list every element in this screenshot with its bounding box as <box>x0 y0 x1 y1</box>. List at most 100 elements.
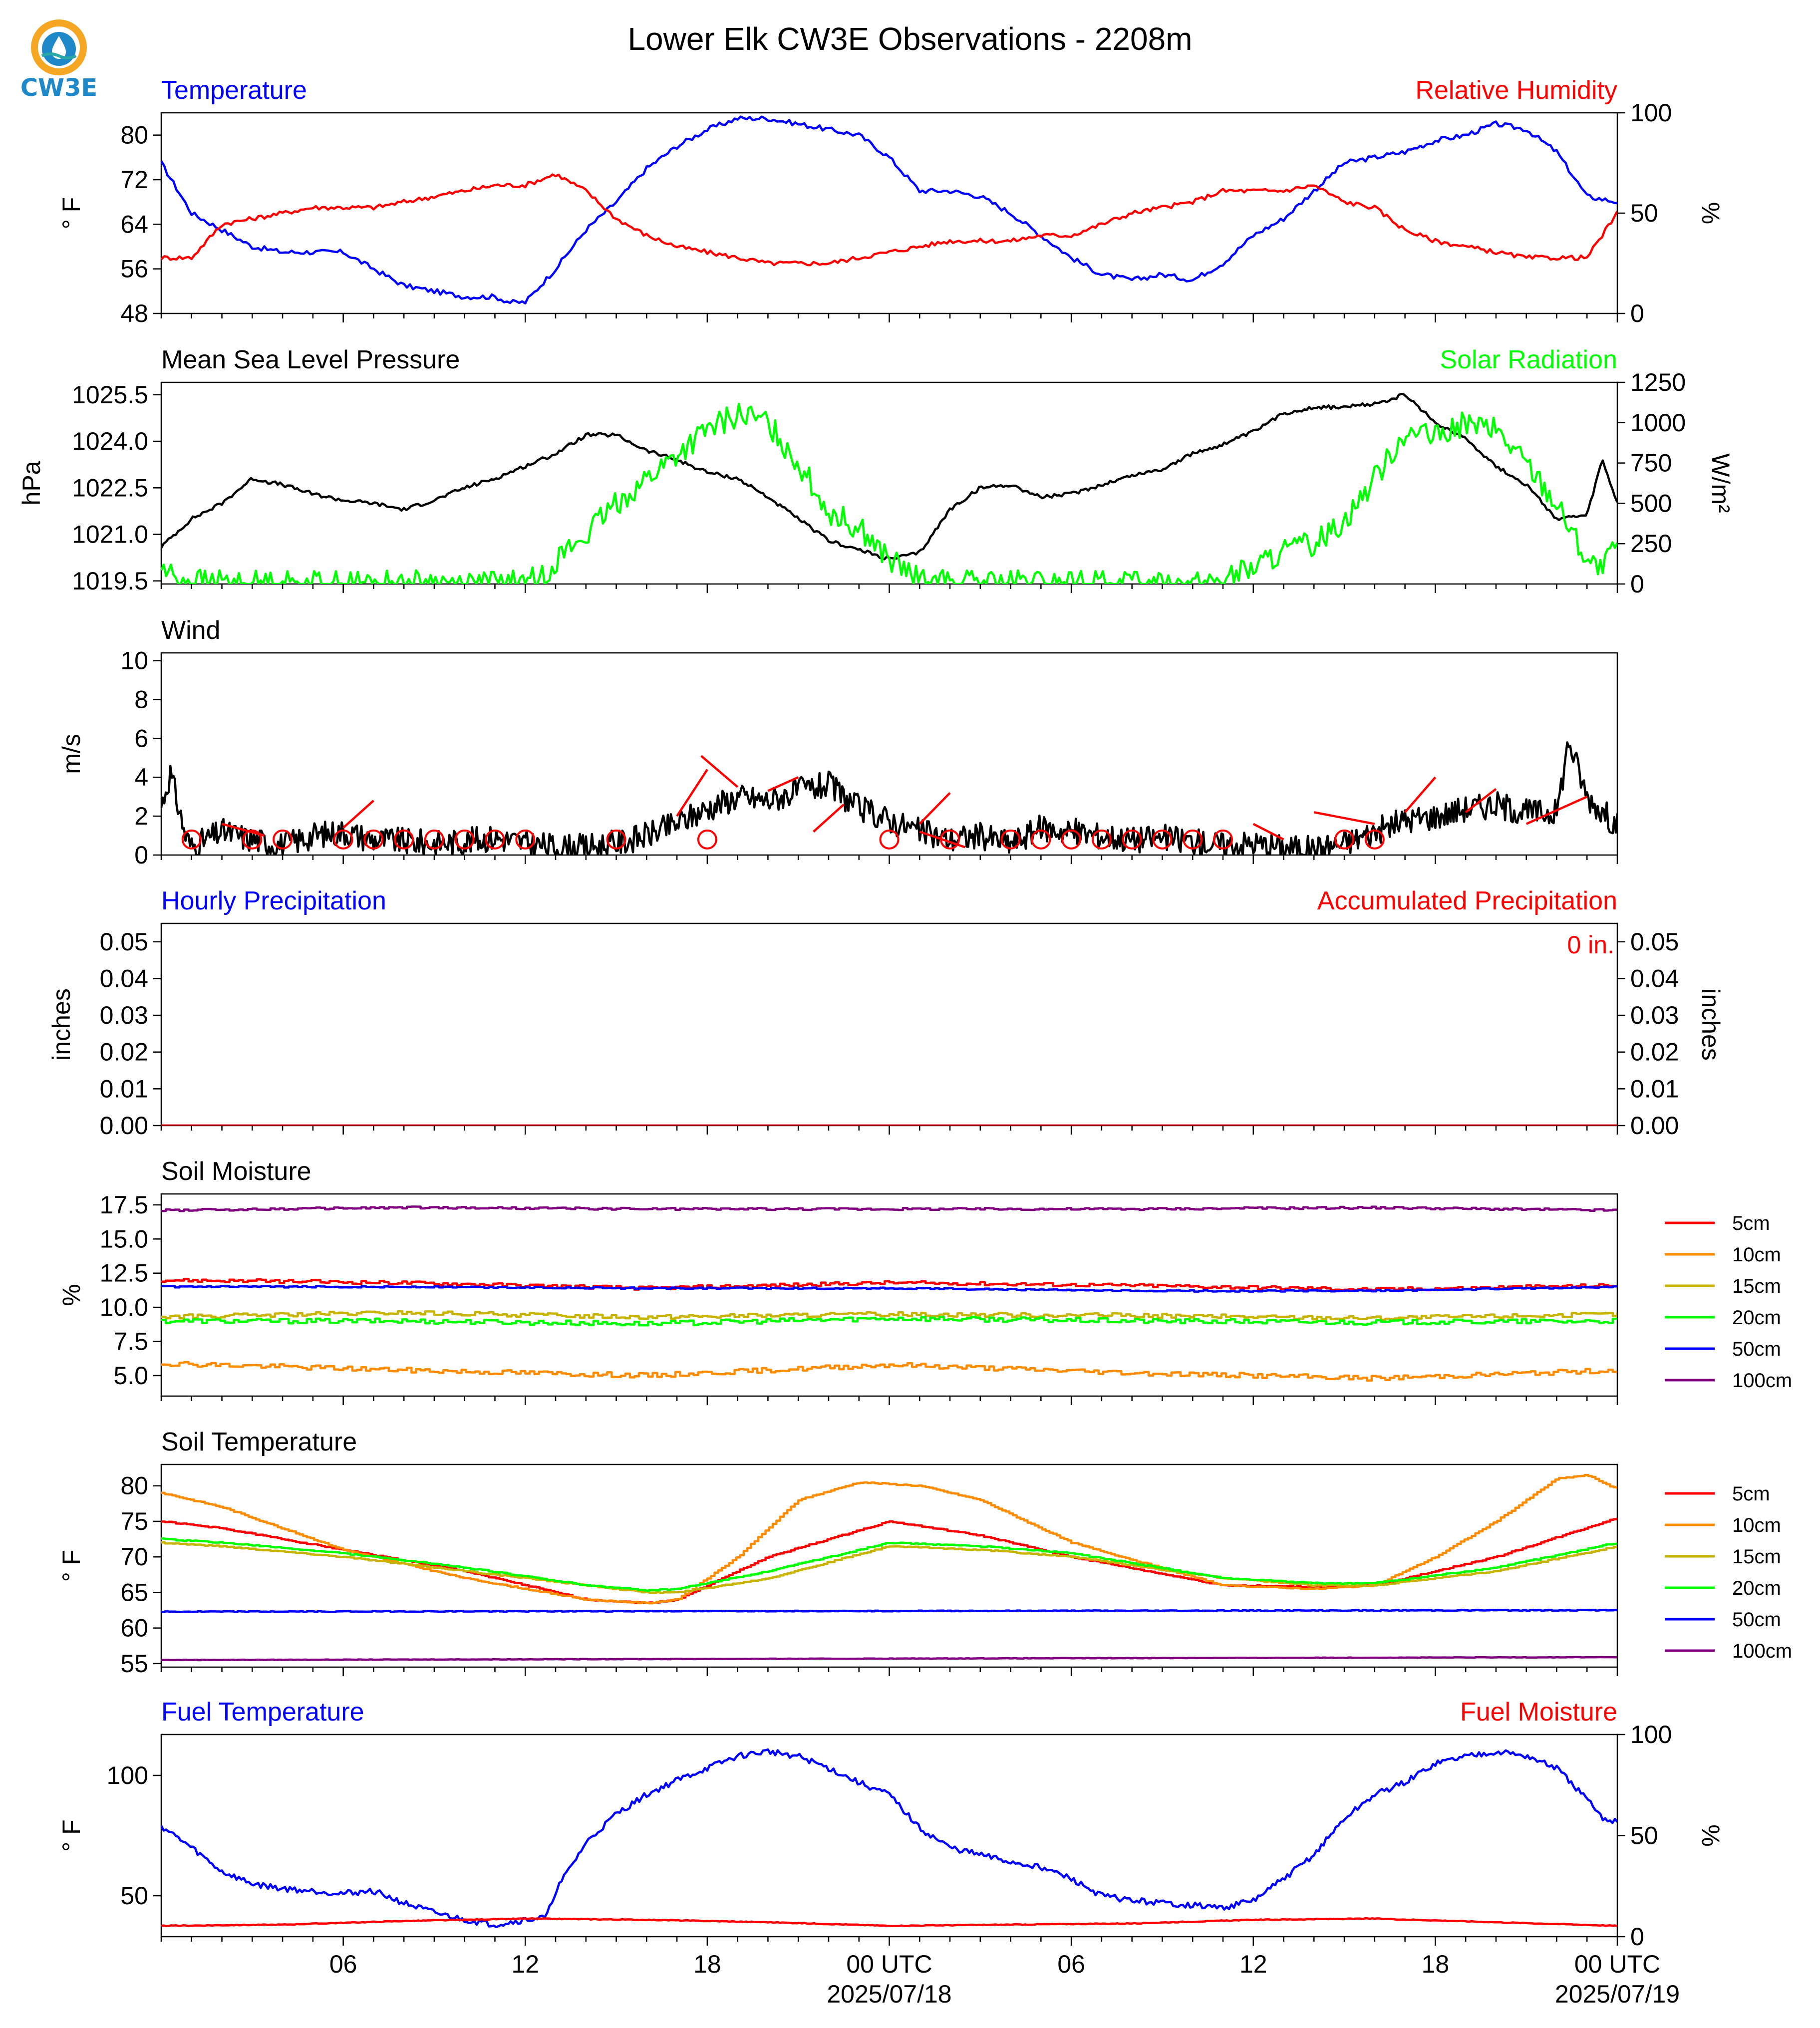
wind-calm-marker <box>363 829 384 850</box>
panel-title-right: Solar Radiation <box>1440 345 1617 374</box>
accumulated-total-label: 0 in. <box>1567 931 1614 959</box>
y-tick-label-right: 0.03 <box>1630 1001 1679 1029</box>
y-tick-label-left: 80 <box>120 1472 148 1500</box>
wind-calm-marker <box>1152 829 1173 850</box>
wind-barb <box>221 823 265 837</box>
panel-title-right: Relative Humidity <box>1415 76 1617 105</box>
wind-barb <box>1252 823 1284 841</box>
y-tick-label-right: 0.02 <box>1630 1038 1679 1066</box>
wind-barb <box>919 831 966 849</box>
x-date-label: 2025/07/18 <box>827 1980 951 2008</box>
x-tick-label: 06 <box>1057 1950 1085 1978</box>
wind-barb <box>676 769 708 817</box>
x-tick-label: 18 <box>693 1950 721 1978</box>
wind-barb <box>700 755 739 788</box>
y-tick-label-left: 15.0 <box>100 1225 148 1253</box>
y-tick-label-left: 7.5 <box>113 1328 148 1356</box>
y-tick-label-right: 100 <box>1630 1721 1672 1748</box>
y-tick-label-left: 0.01 <box>100 1075 148 1103</box>
series-line-fuel-temperature <box>161 1748 1617 1929</box>
wind-calm-marker <box>1334 829 1355 850</box>
legend-label: 15cm <box>1732 1275 1781 1297</box>
y-tick-label-left: 0.00 <box>100 1112 148 1140</box>
y-tick-label-left: 1025.5 <box>72 381 148 409</box>
y-tick-label-left: 55 <box>120 1650 148 1678</box>
y-axis-label-left: ° F <box>57 1819 85 1851</box>
series-line-100cm <box>161 1205 1617 1212</box>
x-tick-label: 00 UTC <box>846 1950 932 1978</box>
wind-calm-marker <box>273 829 293 850</box>
y-tick-label-right: 500 <box>1630 489 1672 517</box>
panel-soil-moisture: Soil Moisture 5.0 7.5 10.0 12.5 15.0 17.5% 5cm 1… <box>57 1157 1792 1405</box>
y-axis-label-right: % <box>1697 1824 1725 1846</box>
y-tick-label-left: 56 <box>120 255 148 283</box>
y-tick-label-right: 0.00 <box>1630 1112 1679 1140</box>
figure-title: Lower Elk CW3E Observations - 2208m <box>627 21 1192 57</box>
y-tick-label-right: 1000 <box>1630 409 1686 437</box>
panel-wind: Wind 0 2 4 6 8 10 m/s <box>57 616 1618 869</box>
y-tick-label-left: 1021.0 <box>72 521 148 549</box>
y-tick-label-right: 750 <box>1630 449 1672 477</box>
wind-calm-marker <box>1183 829 1203 850</box>
wind-barb <box>767 776 799 792</box>
series-line-15cm <box>161 1541 1617 1594</box>
wind-calm-marker <box>1091 829 1112 850</box>
panel-fuel: Fuel Temperature Fuel Moisture 50 100 ° F 0 50… <box>57 1698 1725 1951</box>
wind-calm-marker <box>1061 829 1082 850</box>
panel-title-left: Fuel Temperature <box>161 1698 364 1727</box>
legend-label: 100cm <box>1732 1640 1792 1662</box>
y-axis-label-left: % <box>57 1284 85 1306</box>
legend-label: 50cm <box>1732 1609 1781 1631</box>
y-tick-label-left: 64 <box>120 210 148 238</box>
y-tick-label-left: 65 <box>120 1578 148 1606</box>
series-line-50cm <box>161 1609 1617 1613</box>
wind-calm-marker <box>424 829 444 850</box>
logo-text: CW3E <box>20 74 97 102</box>
y-tick-label-left: 2 <box>134 802 148 830</box>
wind-barb <box>1525 796 1588 825</box>
series-line-5cm <box>161 1277 1617 1292</box>
panel-pressure-solar: Mean Sea Level Pressure Solar Radiation 10… <box>17 345 1735 598</box>
wind-barb <box>342 800 374 829</box>
y-axis-label-left: m/s <box>57 734 85 774</box>
panel-precipitation: Hourly Precipitation Accumulated Precipit… <box>47 886 1725 1140</box>
wind-barb <box>813 804 845 833</box>
wind-calm-marker <box>606 829 626 850</box>
panel-title-right: Accumulated Precipitation <box>1317 886 1617 915</box>
wind-calm-marker <box>242 829 263 850</box>
wind-calm-marker <box>1031 829 1051 850</box>
x-tick-label: 12 <box>511 1950 539 1978</box>
x-date-label: 2025/07/19 <box>1555 1980 1680 2008</box>
y-tick-label-left: 10 <box>120 647 148 675</box>
y-tick-label-left: 12.5 <box>100 1259 148 1287</box>
series-line-10cm <box>161 1361 1617 1382</box>
y-tick-label-right: 0 <box>1630 299 1644 327</box>
y-tick-label-left: 0.05 <box>100 928 148 956</box>
y-tick-label-left: 72 <box>120 166 148 194</box>
wind-calm-marker <box>333 829 353 850</box>
wind-calm-marker <box>394 829 414 850</box>
legend-label: 10cm <box>1732 1244 1781 1266</box>
series-line-relative-humidity <box>161 173 1617 267</box>
y-tick-label-left: 0 <box>134 841 148 869</box>
y-tick-label-left: 1022.5 <box>72 474 148 502</box>
panel-title-left: Mean Sea Level Pressure <box>161 345 460 374</box>
y-axis-label-left: ° F <box>57 197 85 229</box>
wind-calm-marker <box>879 829 900 850</box>
y-axis-label-right: W/m² <box>1707 453 1735 513</box>
legend-label: 20cm <box>1732 1577 1781 1599</box>
series-line-100cm <box>161 1656 1617 1662</box>
y-tick-label-left: 5.0 <box>113 1362 148 1390</box>
x-tick-label: 00 UTC <box>1574 1950 1660 1978</box>
x-tick-label: 18 <box>1422 1950 1450 1978</box>
panel-title-left: Wind <box>161 616 220 645</box>
wind-calm-marker <box>1122 829 1142 850</box>
y-tick-label-left: 10.0 <box>100 1293 148 1321</box>
panel-title-left: Soil Temperature <box>161 1428 357 1456</box>
y-axis-label-left: inches <box>47 988 75 1061</box>
wind-calm-marker <box>697 829 717 850</box>
series-line-50cm <box>161 1285 1617 1293</box>
y-tick-label-left: 0.03 <box>100 1001 148 1029</box>
